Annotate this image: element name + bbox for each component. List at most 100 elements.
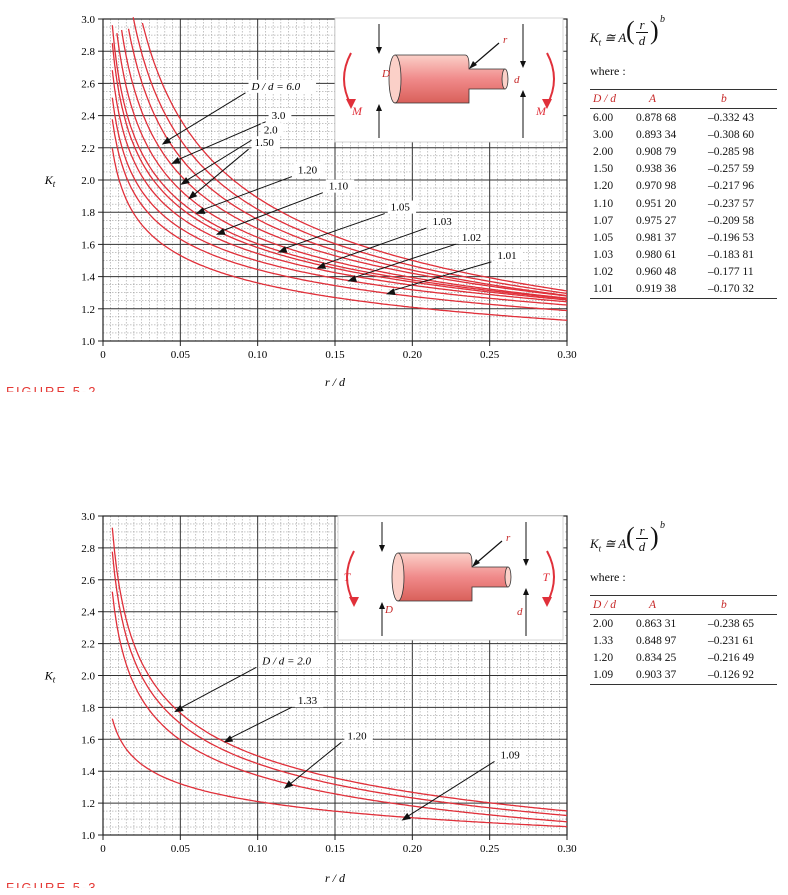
y-tick-label: 2.4 <box>81 607 95 619</box>
label-leader <box>351 243 456 279</box>
table-cell: –0.196 53 <box>708 231 754 244</box>
table-cell: –0.216 49 <box>708 651 754 664</box>
table-header: b <box>705 595 777 615</box>
table-cell: 1.01 <box>590 280 633 300</box>
radius-label: r <box>506 532 511 544</box>
curve-label-1.33: 1.33 <box>298 695 318 707</box>
load-label: T <box>543 570 551 584</box>
y-tick-label: 1.2 <box>81 798 95 810</box>
label-leader <box>177 666 257 710</box>
table-cell: 1.02 <box>593 266 614 279</box>
label-bg <box>344 729 373 743</box>
series-line-1.09 <box>111 718 568 828</box>
table-cell: 0.938 36 <box>636 163 677 176</box>
series-line-2.0 <box>111 527 568 812</box>
arrow-head <box>376 104 382 111</box>
y-tick-label: 2.0 <box>81 175 95 187</box>
label-bg <box>260 123 284 137</box>
arrow-head <box>188 190 198 200</box>
curve-label-1.50: 1.50 <box>255 137 275 149</box>
y-tick-label: 2.8 <box>81 543 95 555</box>
y-tick-label: 1.6 <box>81 734 95 746</box>
shaft-end-small <box>504 566 512 588</box>
y-tick-label: 2.6 <box>81 575 95 587</box>
label-leader <box>287 741 342 787</box>
arrow-head <box>349 597 359 607</box>
table-cell: –0.308 60 <box>708 128 754 141</box>
table-cell: 1.05 <box>593 231 614 244</box>
where-label: where : <box>590 64 626 78</box>
arrow-head <box>347 275 358 282</box>
label-leader <box>184 135 259 183</box>
label-leader <box>174 121 266 162</box>
curve-label-1.01: 1.01 <box>497 250 516 262</box>
dimension-label-D: D <box>381 68 390 80</box>
x-tick-label: 0.30 <box>557 843 577 855</box>
table-cell: 0.863 31 <box>636 617 677 630</box>
table-row: 1.09 0.903 37 –0.126 92 <box>590 666 777 685</box>
shaft-end <box>391 552 405 602</box>
table-cell: 0.878 68 <box>636 111 677 124</box>
curve-label-1.05: 1.05 <box>391 202 411 214</box>
arrow-head <box>523 559 529 566</box>
x-tick-label: 0.25 <box>480 349 500 361</box>
formula: Kt ≅ A(r d) b <box>590 520 665 554</box>
load-label: T <box>344 570 352 584</box>
y-tick-label: 1.0 <box>81 830 95 842</box>
radius-label: r <box>503 34 508 46</box>
table-cell: –0.231 61 <box>708 634 754 647</box>
y-tick-label: 2.6 <box>81 78 95 90</box>
table-cell: –0.217 96 <box>708 180 754 193</box>
arrow-head <box>215 228 226 235</box>
load-label: M <box>351 104 363 118</box>
y-tick-label: 3.0 <box>81 511 95 523</box>
series-line-1.01 <box>111 148 568 321</box>
table-cell: 1.07 <box>593 214 614 227</box>
arrow-head <box>523 588 529 595</box>
table-row: 3.00 0.893 34 –0.308 60 <box>590 126 777 143</box>
series-line-1.07 <box>111 43 568 301</box>
table-cell: 0.919 38 <box>633 280 705 300</box>
x-tick-label: 0 <box>100 349 106 361</box>
x-axis-label: r / d <box>325 871 346 885</box>
x-tick-label: 0 <box>100 843 106 855</box>
table-header: D / d <box>590 595 633 615</box>
series-line-1.20 <box>111 591 568 823</box>
label-bg <box>458 231 488 245</box>
shaft-end-small <box>501 68 509 90</box>
series-lines <box>111 527 568 828</box>
arrow-head <box>401 812 411 821</box>
curve-label-1.02: 1.02 <box>462 232 481 244</box>
arrow-head <box>171 157 181 164</box>
label-leader <box>199 176 293 212</box>
x-tick-label: 0.30 <box>557 349 577 361</box>
arrow-head <box>346 99 356 109</box>
table-cell: –0.209 58 <box>708 214 754 227</box>
curve-label-2.0: D / d = 2.0 <box>261 655 311 667</box>
table-cell: –0.183 81 <box>708 249 754 262</box>
x-tick-label: 0.20 <box>403 843 423 855</box>
y-tick-label: 1.4 <box>81 272 95 284</box>
label-leader <box>219 192 323 233</box>
series-lines <box>111 17 568 321</box>
x-tick-label: 0.05 <box>171 843 191 855</box>
label-bg <box>497 748 526 762</box>
table-cell: 1.09 <box>590 666 633 685</box>
shaft-end <box>388 54 402 104</box>
label-bg <box>429 215 458 229</box>
curve-label-2.0: 2.0 <box>264 124 278 136</box>
label-leader <box>227 706 293 740</box>
curve-labels: D / d = 6.0 3.0 2.01.50 1.20 1.10 1.05 1.03 1.0… <box>161 79 523 296</box>
table-row: 6.00 0.878 68 –0.332 43 <box>590 109 777 127</box>
table-row: 2.00 0.863 31 –0.238 65 <box>590 615 777 633</box>
radius-leader <box>473 540 503 566</box>
y-tick-label: 1.6 <box>81 239 95 251</box>
table-row: 1.02 0.960 48 –0.177 11 <box>590 264 777 281</box>
series-line-1.10 <box>116 33 568 299</box>
arrow-head <box>379 602 385 609</box>
y-axis-label: Kt <box>44 669 56 685</box>
table-cell: 0.951 20 <box>636 197 677 210</box>
arrow-head <box>520 90 526 97</box>
